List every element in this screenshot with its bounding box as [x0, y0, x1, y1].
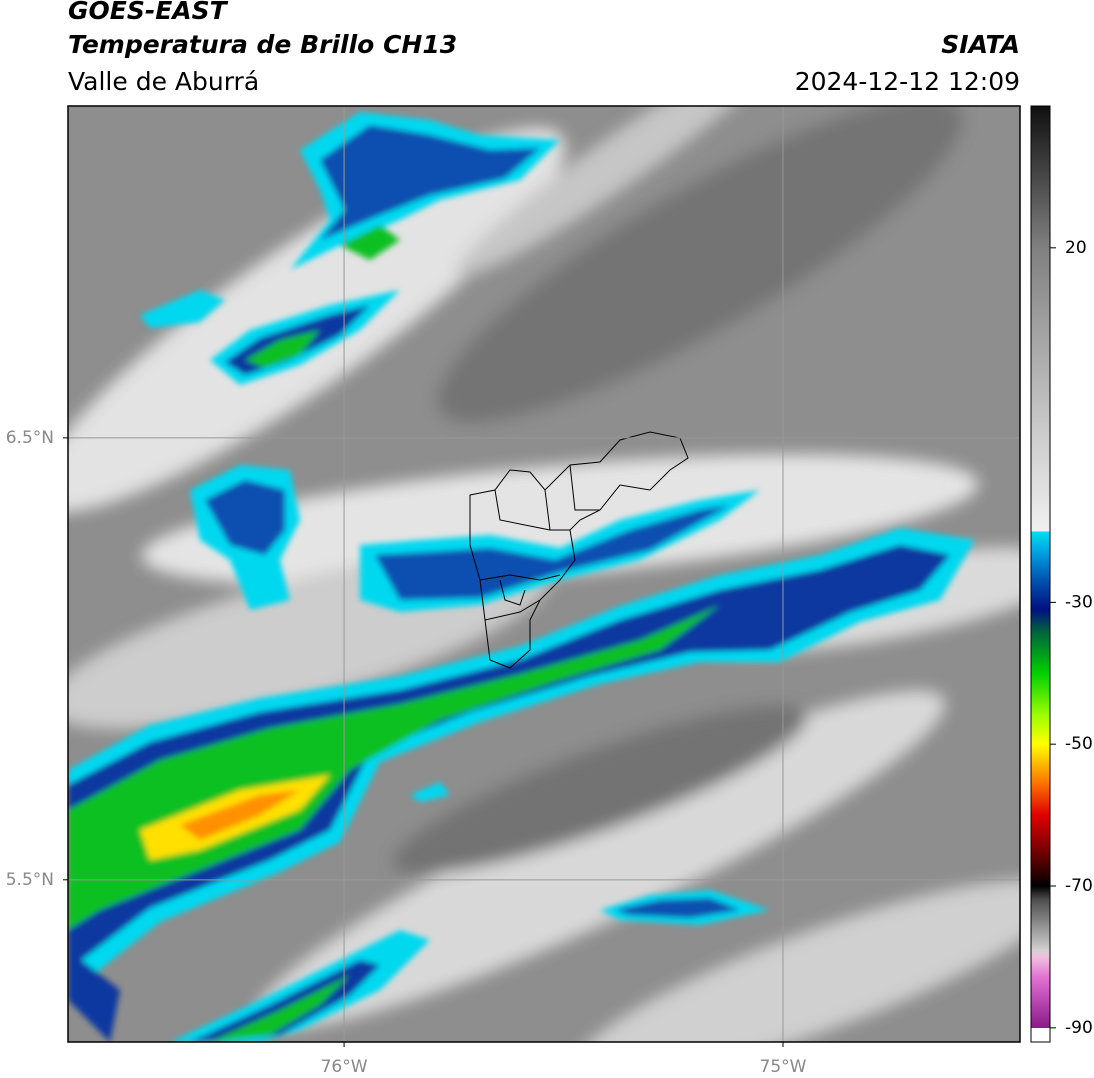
axes: 76°W 75°W 6.5°N 5.5°N — [6, 428, 807, 1077]
colorbar-tick-label: -30 — [1065, 592, 1093, 612]
colorbar-tick-label: -70 — [1065, 876, 1093, 896]
colorbar-tick-label: -90 — [1065, 1018, 1093, 1038]
map-image — [68, 106, 1020, 1042]
y-tick-label: 6.5°N — [6, 428, 54, 448]
product: Temperatura de Brillo CH13 — [68, 30, 457, 59]
source: SIATA — [941, 30, 1020, 59]
x-tick-label: 75°W — [760, 1057, 807, 1077]
grid — [68, 106, 1020, 1042]
x-tick-label: 76°W — [321, 1057, 368, 1077]
satellite: GOES-EAST — [68, 0, 229, 25]
colorbar-ticks: 20 -30 -50 -70 -90 — [1050, 238, 1093, 1038]
map-frame — [67, 105, 1021, 1043]
colorbar-tick-label: 20 — [1065, 238, 1087, 258]
y-tick-label: 5.5°N — [6, 870, 54, 890]
colorbar-tick-label: -50 — [1065, 734, 1093, 754]
colorbar — [1030, 105, 1051, 1043]
region: Valle de Aburrá — [68, 67, 259, 96]
datetime: 2024-12-12 12:09 — [795, 67, 1020, 96]
municipal-boundaries — [469, 431, 689, 669]
